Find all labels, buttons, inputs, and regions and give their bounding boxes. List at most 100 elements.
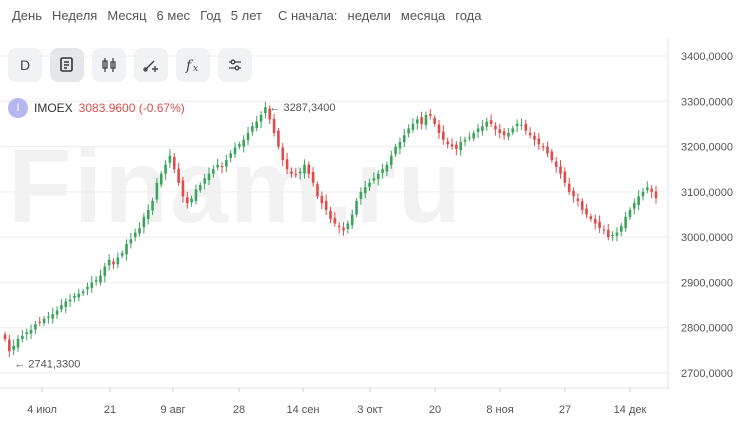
candle-body (337, 225, 341, 228)
candle-body (294, 174, 298, 176)
candle-body (77, 293, 81, 298)
settings-button[interactable] (218, 48, 252, 82)
y-tick-label: 2800,0000 (681, 323, 733, 335)
candle-body (398, 142, 402, 149)
candle-body (528, 132, 532, 136)
candle-body (342, 227, 345, 231)
y-tick-label: 3100,0000 (681, 187, 733, 199)
candle-body (212, 169, 215, 174)
candle-body (164, 164, 167, 174)
candle-body (511, 128, 515, 133)
candle-body (646, 187, 649, 191)
candle-body (159, 173, 163, 185)
svg-text:f: f (185, 58, 194, 74)
candle-body (320, 195, 324, 204)
candle-body (277, 130, 280, 147)
candle-body (537, 138, 541, 145)
candle-body (86, 286, 89, 290)
candle-body (29, 329, 33, 334)
candle-body (151, 200, 154, 211)
candle-body (615, 232, 619, 236)
since-week[interactable]: недели (347, 8, 391, 23)
candle-body (90, 282, 94, 288)
candle-body (411, 123, 415, 130)
candle-body (598, 221, 601, 229)
x-tick-label: 21 (104, 404, 116, 416)
candle-body (21, 335, 24, 340)
candle-body (25, 332, 29, 335)
x-tick-label: 4 июл (27, 404, 57, 416)
candle-body (446, 141, 449, 145)
y-tick-label: 3200,0000 (681, 142, 733, 154)
candle-body (51, 314, 55, 319)
candle-body (585, 208, 588, 215)
candle-body (394, 146, 397, 155)
period-year[interactable]: Год (200, 8, 221, 23)
interval-button[interactable]: D (8, 48, 42, 82)
candle-body (259, 114, 263, 122)
candle-body (255, 121, 259, 129)
candle-body (34, 324, 37, 330)
period-5-years[interactable]: 5 лет (230, 8, 262, 23)
x-tick-label: 14 сен (287, 404, 320, 416)
candle-body (181, 180, 185, 197)
period-week[interactable]: Неделя (52, 8, 98, 23)
candle-body (99, 275, 102, 283)
candle-body (42, 318, 46, 324)
candle-body (16, 339, 20, 348)
candle-body (225, 160, 228, 167)
candle-body (68, 299, 72, 302)
period-day[interactable]: День (12, 8, 42, 23)
since-month[interactable]: месяца (400, 8, 446, 23)
candle-body (368, 182, 371, 187)
candle-body (346, 223, 350, 229)
candle-body (559, 166, 562, 174)
candle-body (376, 173, 380, 180)
candle-body (129, 239, 133, 244)
chart-type-button[interactable] (50, 48, 84, 82)
candle-body (3, 334, 7, 340)
candle-body (38, 321, 42, 323)
candle-body (142, 216, 146, 228)
candle-body (298, 171, 302, 174)
candle-body (619, 225, 623, 232)
candles-button[interactable] (92, 48, 126, 82)
candle-body (524, 123, 528, 131)
candle-body (494, 125, 497, 130)
candle-body (498, 129, 502, 133)
candle-body (103, 266, 107, 277)
ticker-price-change: 3083.9600 (-0.67%) (78, 101, 185, 115)
x-tick-label: 27 (559, 404, 571, 416)
candle-body (133, 232, 137, 238)
candle-body (281, 147, 285, 161)
candle-body (606, 229, 610, 238)
ticker-name[interactable]: IMOEX (34, 101, 73, 115)
candle-body (485, 121, 489, 127)
x-tick-label: 9 авг (160, 404, 185, 416)
candle-body (242, 139, 246, 147)
candle-body (442, 131, 445, 140)
candle-body (433, 118, 436, 124)
candle-body (541, 146, 545, 148)
y-tick-label: 3300,0000 (681, 96, 733, 108)
candle-body (185, 197, 189, 204)
candle-body (363, 187, 367, 194)
since-year[interactable]: года (455, 8, 482, 23)
candle-body (650, 188, 653, 192)
x-tick-label: 28 (233, 404, 245, 416)
candle-body (268, 108, 272, 120)
candle-body (172, 156, 176, 170)
period-6-months[interactable]: 6 мес (156, 8, 191, 23)
candle-body (220, 166, 224, 168)
x-tick-label: 20 (429, 404, 441, 416)
period-month[interactable]: Месяц (107, 8, 147, 23)
candle-body (476, 128, 480, 133)
candle-body (567, 183, 571, 192)
candle-body (251, 126, 254, 132)
candle-body (207, 173, 211, 181)
drawing-button[interactable] (134, 48, 168, 82)
candle-body (632, 203, 636, 209)
candle-body (120, 252, 124, 256)
